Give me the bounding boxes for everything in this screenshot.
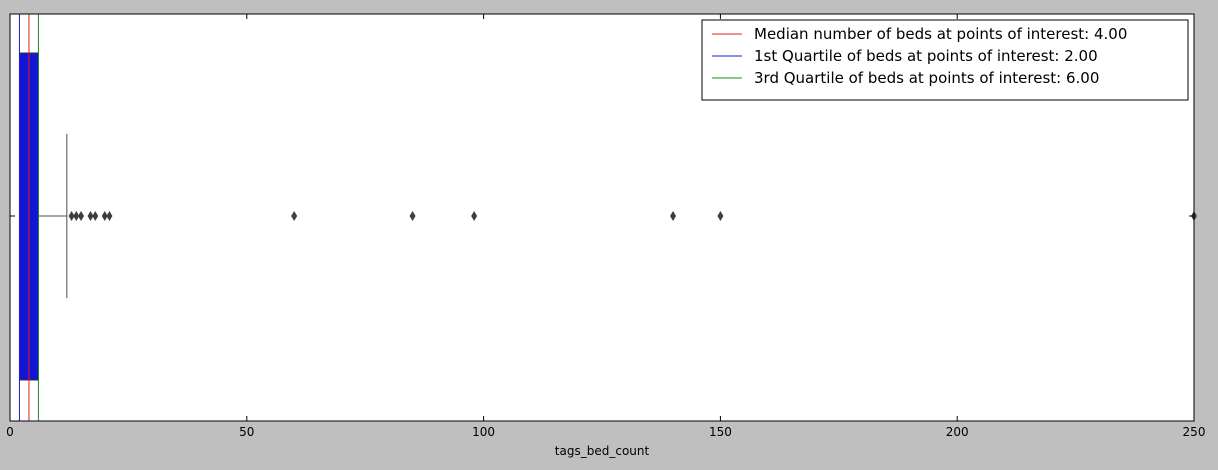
- legend-entry-1: 1st Quartile of beds at points of intere…: [754, 47, 1098, 65]
- x-tick-label: 100: [472, 425, 495, 439]
- outlier-point: [291, 211, 298, 221]
- outlier-point: [670, 211, 677, 221]
- x-tick-label: 250: [1183, 425, 1206, 439]
- x-tick-label: 150: [709, 425, 732, 439]
- outlier-point: [78, 211, 85, 221]
- outlier-point: [409, 211, 416, 221]
- outlier-point: [101, 211, 108, 221]
- legend: Median number of beds at points of inter…: [701, 19, 1189, 101]
- legend-entry-2: 3rd Quartile of beds at points of intere…: [754, 69, 1099, 87]
- x-axis: 0 50 100 150 200 250: [6, 14, 1205, 439]
- outlier-point: [106, 211, 113, 221]
- outlier-point: [68, 211, 75, 221]
- outlier-point: [87, 211, 94, 221]
- outlier-point: [73, 211, 80, 221]
- legend-box: [701, 19, 1189, 101]
- chart-marks: [18, 14, 1197, 421]
- outlier-point: [717, 211, 724, 221]
- legend-entry-0: Median number of beds at points of inter…: [754, 25, 1127, 43]
- x-tick-label: 0: [6, 425, 14, 439]
- plot-frame: [9, 13, 1195, 422]
- x-axis-label: tags_bed_count: [555, 444, 650, 458]
- outlier-point: [471, 211, 478, 221]
- x-tick-label: 200: [946, 425, 969, 439]
- outlier-point: [92, 211, 99, 221]
- x-tick-label: 50: [239, 425, 254, 439]
